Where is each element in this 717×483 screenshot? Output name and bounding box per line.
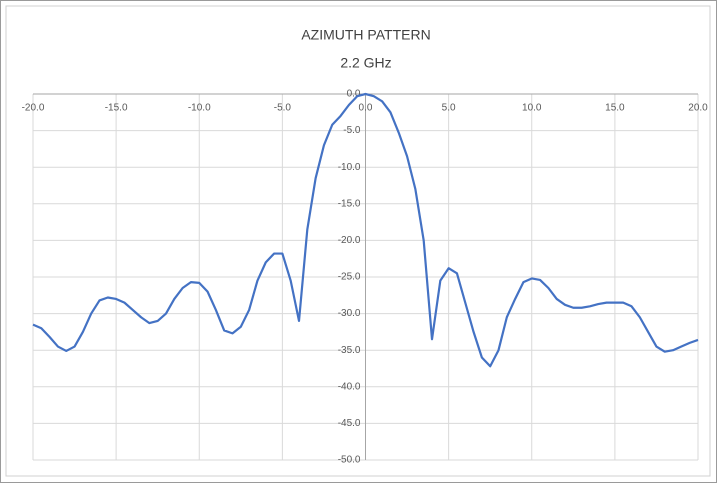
y-tick-label: -50.0 — [338, 455, 361, 466]
y-tick-label: -25.0 — [338, 272, 361, 283]
y-tick-label: -5.0 — [343, 125, 361, 136]
x-tick-label: -15.0 — [105, 103, 128, 114]
series-line — [32, 92, 699, 368]
y-tick-label: -30.0 — [338, 308, 361, 319]
y-tick-label: -45.0 — [338, 418, 361, 429]
x-tick-label: 0.0 — [359, 103, 373, 114]
chart-title: AZIMUTH PATTERN — [301, 27, 430, 43]
x-tick-label: 5.0 — [442, 103, 456, 114]
x-tick-label: -10.0 — [188, 103, 211, 114]
x-tick-label: -5.0 — [274, 103, 292, 114]
x-tick-label: 20.0 — [688, 103, 708, 114]
y-tick-label: -10.0 — [338, 162, 361, 173]
y-tick-label: -35.0 — [338, 345, 361, 356]
chart-subtitle: 2.2 GHz — [340, 55, 391, 71]
x-tick-label: -20.0 — [22, 103, 45, 114]
x-tick-label: 10.0 — [522, 103, 542, 114]
y-tick-label: -20.0 — [338, 235, 361, 246]
y-tick-label: -15.0 — [338, 198, 361, 209]
chart-area — [5, 5, 711, 477]
y-tick-label: 0.0 — [347, 89, 361, 100]
x-tick-label: 15.0 — [605, 103, 625, 114]
y-tick-label: -40.0 — [338, 381, 361, 392]
